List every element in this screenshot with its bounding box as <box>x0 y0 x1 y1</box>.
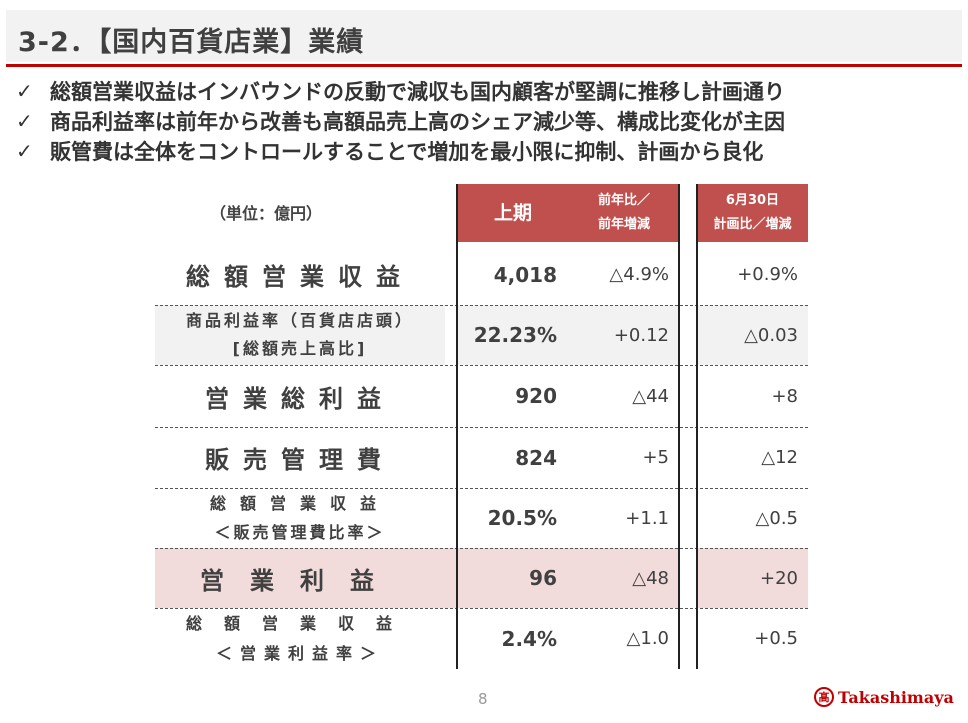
table-row: 総額営業収益 ＜販売管理費比率＞ 20.5% +1.1 △0.5 <box>155 488 808 548</box>
row-divider <box>155 548 808 549</box>
page-number: 8 <box>478 690 488 708</box>
table-row: 総額営業収益 ＜営業利益率＞ 2.4% △1.0 +0.5 <box>155 608 808 669</box>
value-yoy: +1.1 <box>625 507 669 529</box>
title-bar <box>6 10 962 62</box>
column-gap <box>679 305 697 365</box>
column-line <box>678 184 680 669</box>
row-label-sub: ＜販売管理費比率＞ <box>214 523 386 542</box>
bullet-item: ✓ 商品利益率は前年から改善も高額品売上高のシェア減少等、構成比変化が主因 <box>16 106 785 136</box>
value-first-half: 20.5% <box>487 506 557 530</box>
row-label-main: 総額営業収益 <box>186 263 414 291</box>
row-divider <box>155 305 808 306</box>
header-yoy-line2: 前年増減 <box>597 217 650 232</box>
header-first-half: 上期 <box>457 184 569 242</box>
bullet-item: ✓ 販管費は全体をコントロールすることで増加を最小限に抑制、計画から良化 <box>16 136 785 166</box>
value-yoy: +5 <box>642 447 669 468</box>
logo-wordmark: Takashimaya <box>838 687 954 707</box>
slide-title: 3-2．【国内百貨店業】業績 <box>18 27 365 58</box>
row-divider <box>155 365 808 366</box>
value-plan: +20 <box>760 567 798 589</box>
title-underline <box>6 64 962 67</box>
bullet-list: ✓ 総額営業収益はインバウンドの反動で減収も国内顧客が堅調に推移し計画通り ✓ … <box>16 76 785 166</box>
value-yoy: △1.0 <box>626 628 669 649</box>
value-plan: +0.5 <box>754 628 798 649</box>
value-yoy: △44 <box>632 385 669 407</box>
header-plan-line1: 6月30日 <box>725 193 780 208</box>
value-yoy: +0.12 <box>613 324 669 346</box>
unit-label: （単位：億円） <box>210 204 323 223</box>
row-divider <box>155 427 808 428</box>
value-first-half: 22.23% <box>473 323 557 347</box>
company-logo: 髙 Takashimaya <box>814 687 954 707</box>
value-first-half: 4,018 <box>493 262 557 287</box>
value-first-half: 2.4% <box>501 626 557 651</box>
row-shade <box>155 305 445 365</box>
value-first-half: 824 <box>515 445 557 470</box>
check-icon: ✓ <box>16 79 33 103</box>
check-icon: ✓ <box>16 139 33 163</box>
bullet-text: 総額営業収益はインバウンドの反動で減収も国内顧客が堅調に推移し計画通り <box>50 80 785 104</box>
value-plan: △0.5 <box>755 507 798 529</box>
value-first-half: 920 <box>515 384 557 408</box>
column-gap <box>679 548 697 608</box>
row-label-main: 総額営業収益 <box>185 613 414 633</box>
row-shade <box>457 305 679 365</box>
value-yoy: △4.9% <box>609 264 669 285</box>
header-yoy: 前年比／ 前年増減 <box>569 184 679 242</box>
row-highlight <box>155 548 808 608</box>
value-plan: △12 <box>761 447 798 468</box>
row-label-sub: [総額売上高比] <box>232 339 368 358</box>
header-yoy-line1: 前年比／ <box>597 193 650 208</box>
table-row: 販売管理費 824 +5 △12 <box>155 427 808 488</box>
row-label: 営業総利益 <box>155 365 445 427</box>
row-label: 商品利益率（百貨店店頭） [総額売上高比] <box>155 305 445 365</box>
row-label: 総額営業収益 <box>155 244 445 305</box>
row-label-main: 営業総利益 <box>205 384 395 413</box>
bullet-text: 販管費は全体をコントロールすることで増加を最小限に抑制、計画から良化 <box>50 140 764 164</box>
column-line <box>456 184 458 669</box>
column-line <box>696 184 698 669</box>
value-yoy: △48 <box>632 567 669 589</box>
row-label: 販売管理費 <box>155 427 445 488</box>
logo-mark-icon: 髙 <box>814 687 834 707</box>
header-plan: 6月30日 計画比／増減 <box>697 184 808 242</box>
value-plan: △0.03 <box>744 324 798 346</box>
header-plan-line2: 計画比／増減 <box>713 217 792 232</box>
row-label: 営業利益 <box>155 548 445 608</box>
table-row: 営業利益 96 △48 +20 <box>155 548 808 608</box>
check-icon: ✓ <box>16 109 33 133</box>
table-row: 営業総利益 920 △44 +8 <box>155 365 808 427</box>
table-row: 商品利益率（百貨店店頭） [総額売上高比] 22.23% +0.12 △0.03 <box>155 305 808 365</box>
row-label-sub: ＜営業利益率＞ <box>215 643 384 663</box>
table-row: 総額営業収益 4,018 △4.9% +0.9% <box>155 244 808 305</box>
row-label-main: 商品利益率（百貨店店頭） <box>185 311 414 330</box>
row-label-main: 総額営業収益 <box>209 494 390 513</box>
row-divider <box>155 608 808 609</box>
row-label-main: 販売管理費 <box>205 446 395 474</box>
row-label-main: 営業利益 <box>200 566 400 595</box>
row-label: 総額営業収益 ＜営業利益率＞ <box>155 608 445 669</box>
row-shade <box>679 305 808 365</box>
value-first-half: 96 <box>529 566 557 590</box>
row-label: 総額営業収益 ＜販売管理費比率＞ <box>155 488 445 548</box>
bullet-item: ✓ 総額営業収益はインバウンドの反動で減収も国内顧客が堅調に推移し計画通り <box>16 76 785 106</box>
value-plan: +0.9% <box>737 264 798 285</box>
value-plan: +8 <box>771 385 798 407</box>
row-divider <box>155 488 808 489</box>
bullet-text: 商品利益率は前年から改善も高額品売上高のシェア減少等、構成比変化が主因 <box>50 110 785 134</box>
